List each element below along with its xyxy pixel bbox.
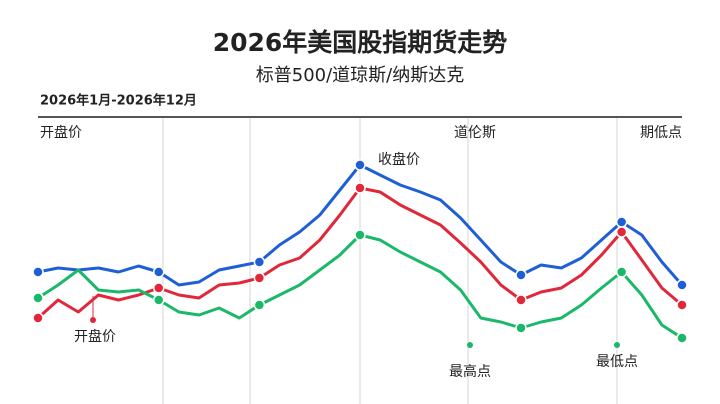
point [676, 279, 688, 291]
point [676, 299, 688, 311]
annotation: 开盘价 [74, 328, 116, 345]
point [615, 216, 628, 228]
point [515, 294, 527, 306]
point [515, 269, 527, 281]
top-label: 期低点 [640, 125, 682, 141]
plot [32, 159, 688, 344]
point [32, 312, 44, 324]
point [676, 332, 688, 344]
point [153, 282, 165, 294]
point [32, 266, 44, 278]
top-label: 开盘价 [40, 124, 82, 141]
annotation: 最低点 [596, 354, 638, 370]
point [615, 226, 628, 238]
chart-title: 2026年美国股指期货走势 [213, 28, 508, 57]
leader-dot [614, 342, 620, 348]
point [354, 159, 366, 171]
top-label: 道伦斯 [454, 125, 496, 141]
point [153, 294, 165, 306]
point [253, 256, 266, 268]
chart-subtitle: 标普500/道琼斯/纳斯达克 [256, 65, 465, 86]
annotation: 最高点 [449, 363, 491, 380]
point [515, 322, 527, 334]
point [354, 229, 366, 241]
point [253, 272, 266, 284]
point [253, 299, 266, 311]
period: 2026年1月-2026年12月 [40, 93, 197, 109]
annotation: 收盘价 [378, 151, 420, 168]
point [32, 292, 44, 304]
leader-dot [90, 317, 96, 323]
leader-dot [467, 342, 473, 348]
point [615, 266, 628, 278]
point [153, 266, 165, 278]
point [354, 182, 366, 194]
